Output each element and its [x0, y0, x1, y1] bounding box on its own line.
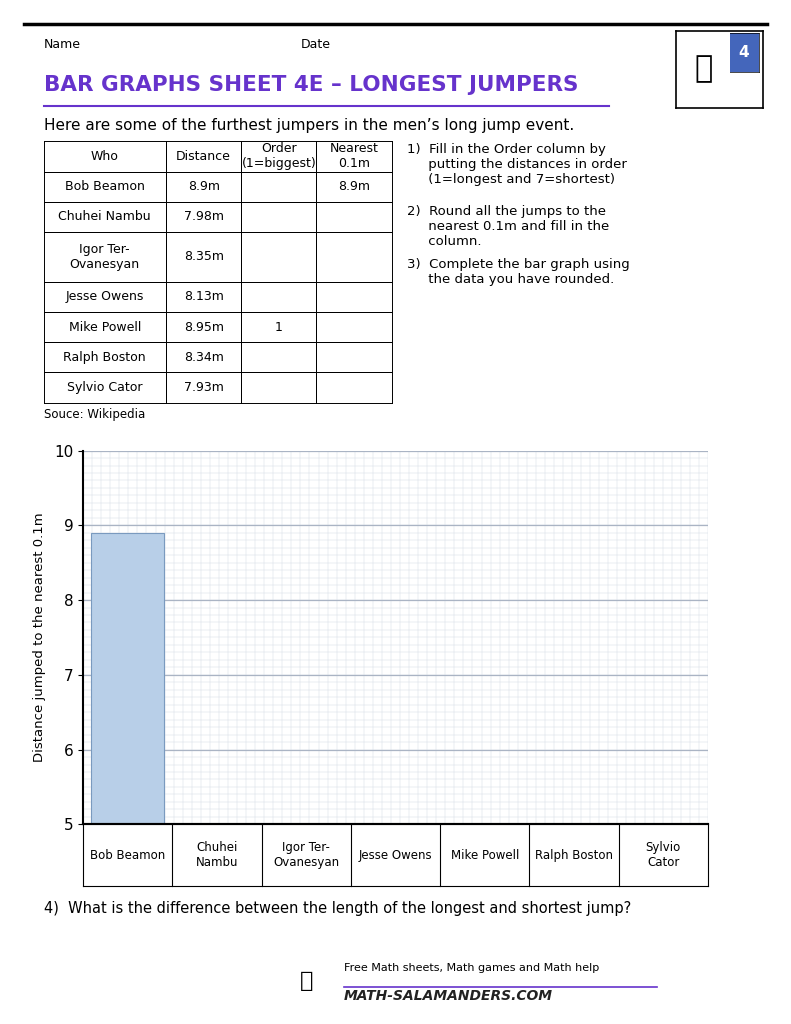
Text: 7.98m: 7.98m: [184, 210, 224, 223]
Text: 8.35m: 8.35m: [184, 250, 224, 263]
Text: Nearest
0.1m: Nearest 0.1m: [330, 142, 378, 170]
Text: Sylvio
Cator: Sylvio Cator: [645, 841, 681, 869]
Text: 1: 1: [275, 321, 282, 334]
Text: Bob Beamon: Bob Beamon: [90, 849, 165, 861]
Text: 3)  Complete the bar graph using
     the data you have rounded.: 3) Complete the bar graph using the data…: [407, 258, 630, 286]
Text: Bob Beamon: Bob Beamon: [65, 180, 145, 194]
Text: Name: Name: [44, 38, 81, 51]
Text: 8.9m: 8.9m: [338, 180, 370, 194]
Text: 1)  Fill in the Order column by
     putting the distances in order
     (1=long: 1) Fill in the Order column by putting t…: [407, 143, 627, 186]
Text: 8.95m: 8.95m: [184, 321, 224, 334]
Text: Jesse Owens: Jesse Owens: [358, 849, 433, 861]
Text: Order
(1=biggest): Order (1=biggest): [241, 142, 316, 170]
Text: 2)  Round all the jumps to the
     nearest 0.1m and fill in the
     column.: 2) Round all the jumps to the nearest 0.…: [407, 205, 610, 248]
Bar: [91, 532, 165, 824]
Text: 8.13m: 8.13m: [184, 291, 224, 303]
Text: Chuhei
Nambu: Chuhei Nambu: [195, 841, 238, 869]
Text: MATH-SALAMANDERS.COM: MATH-SALAMANDERS.COM: [344, 989, 553, 1004]
Text: 8.34m: 8.34m: [184, 351, 224, 364]
Text: Ralph Boston: Ralph Boston: [535, 849, 613, 861]
Text: 4)  What is the difference between the length of the longest and shortest jump?: 4) What is the difference between the le…: [44, 901, 630, 916]
Text: 7.93m: 7.93m: [184, 381, 224, 394]
Text: Free Math sheets, Math games and Math help: Free Math sheets, Math games and Math he…: [344, 963, 600, 973]
Text: Date: Date: [301, 38, 331, 51]
Text: BAR GRAPHS SHEET 4E – LONGEST JUMPERS: BAR GRAPHS SHEET 4E – LONGEST JUMPERS: [44, 75, 578, 95]
Text: 🐆: 🐆: [694, 54, 713, 84]
Text: Here are some of the furthest jumpers in the men’s long jump event.: Here are some of the furthest jumpers in…: [44, 118, 573, 133]
Text: 🐆: 🐆: [300, 971, 313, 991]
Text: Jesse Owens: Jesse Owens: [66, 291, 144, 303]
Text: Chuhei Nambu: Chuhei Nambu: [59, 210, 151, 223]
Y-axis label: Distance jumped to the nearest 0.1m: Distance jumped to the nearest 0.1m: [32, 513, 46, 762]
Text: 4: 4: [738, 45, 749, 59]
Text: Mike Powell: Mike Powell: [69, 321, 141, 334]
Text: Igor Ter-
Ovanesyan: Igor Ter- Ovanesyan: [70, 243, 140, 271]
Text: Ralph Boston: Ralph Boston: [63, 351, 146, 364]
Text: Who: Who: [91, 150, 119, 163]
Text: 8.9m: 8.9m: [187, 180, 220, 194]
Text: Igor Ter-
Ovanesyan: Igor Ter- Ovanesyan: [273, 841, 339, 869]
Text: Mike Powell: Mike Powell: [451, 849, 519, 861]
Text: Sylvio Cator: Sylvio Cator: [67, 381, 142, 394]
Text: Distance: Distance: [176, 150, 231, 163]
Text: Souce: Wikipedia: Souce: Wikipedia: [44, 408, 145, 421]
